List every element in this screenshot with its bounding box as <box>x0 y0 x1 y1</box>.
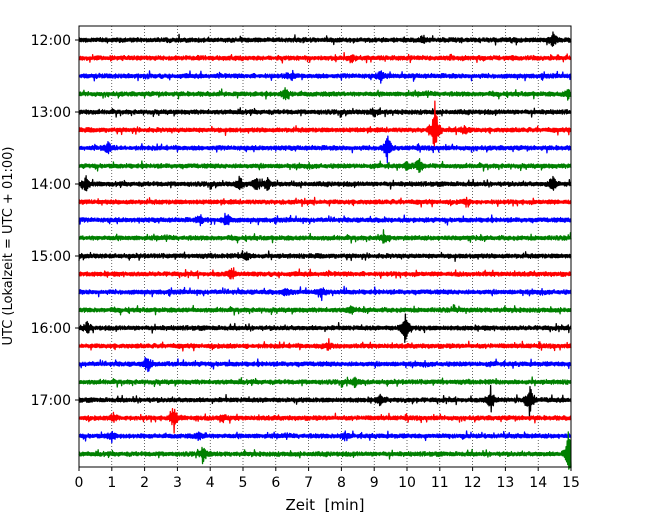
trace-1315 <box>78 100 572 147</box>
y-axis: 12:00 13:00 14:00 15:00 16:00 17:00 <box>31 33 79 409</box>
trace-1745 <box>78 431 572 470</box>
x-tick-label: 4 <box>206 475 215 491</box>
x-tick-label: 6 <box>271 475 280 491</box>
trace-1415 <box>78 196 572 208</box>
trace-1615 <box>78 338 572 352</box>
trace-1215 <box>78 51 572 64</box>
trace-1445 <box>78 229 572 244</box>
trace-1630 <box>78 356 572 373</box>
x-axis-label: Zeit [min] <box>285 496 364 514</box>
trace-1430 <box>78 212 572 227</box>
x-tick-label: 14 <box>529 475 547 491</box>
y-axis-label: UTC (Lokalzeit = UTC + 01:00) <box>1 147 16 346</box>
trace-1715 <box>78 407 572 434</box>
trace-1600 <box>78 313 572 344</box>
trace-1230 <box>78 69 572 84</box>
x-tick-label: 11 <box>431 475 449 491</box>
x-tick-label: 0 <box>75 475 84 491</box>
trace-1300 <box>78 107 572 118</box>
seismic-traces <box>78 31 572 470</box>
trace-1530 <box>78 285 572 302</box>
trace-1330 <box>78 135 572 164</box>
x-tick-label: 9 <box>370 475 379 491</box>
x-tick-label: 12 <box>464 475 482 491</box>
y-tick-label: 15:00 <box>31 249 71 265</box>
x-tick-label: 8 <box>337 475 346 491</box>
y-tick-label: 13:00 <box>31 105 71 121</box>
trace-1545 <box>78 304 572 316</box>
trace-1645 <box>78 376 572 389</box>
x-tick-label: 5 <box>239 475 248 491</box>
x-tick-label: 13 <box>496 475 514 491</box>
x-tick-label: 2 <box>140 475 149 491</box>
x-tick-label: 7 <box>304 475 313 491</box>
trace-1730 <box>78 430 572 444</box>
trace-1245 <box>78 87 572 101</box>
x-tick-label: 1 <box>107 475 116 491</box>
y-tick-label: 14:00 <box>31 177 71 193</box>
trace-1515 <box>78 267 572 280</box>
plot-frame <box>78 25 572 468</box>
x-axis: 0 1 2 3 4 5 6 7 8 9 10 11 12 13 14 15 <box>75 467 580 491</box>
y-tick-label: 16:00 <box>31 321 71 337</box>
trace-1400 <box>78 175 572 192</box>
trace-1200 <box>78 31 572 47</box>
x-tick-label: 3 <box>173 475 182 491</box>
x-tick-label: 10 <box>398 475 416 491</box>
trace-1345 <box>78 158 572 174</box>
trace-1700 <box>78 384 572 417</box>
y-tick-label: 17:00 <box>31 393 71 409</box>
x-tick-label: 15 <box>562 475 580 491</box>
y-tick-label: 12:00 <box>31 33 71 49</box>
trace-1500 <box>78 250 572 262</box>
